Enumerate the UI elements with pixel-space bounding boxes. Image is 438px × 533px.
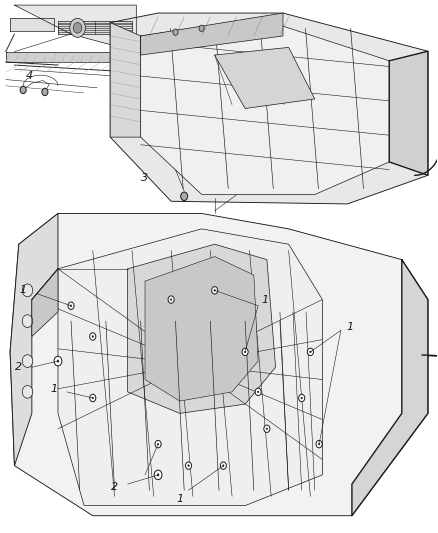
Circle shape	[42, 88, 48, 95]
Text: 1: 1	[50, 384, 57, 394]
Circle shape	[92, 336, 94, 337]
Circle shape	[90, 394, 96, 402]
Circle shape	[220, 462, 226, 470]
Circle shape	[212, 287, 218, 294]
Text: 2: 2	[111, 482, 118, 492]
Circle shape	[255, 388, 261, 395]
Circle shape	[188, 465, 189, 466]
Polygon shape	[110, 22, 141, 137]
Circle shape	[214, 289, 215, 292]
Circle shape	[199, 25, 204, 31]
Circle shape	[242, 348, 248, 356]
Polygon shape	[141, 13, 283, 55]
Circle shape	[181, 192, 187, 200]
Polygon shape	[14, 5, 136, 52]
Circle shape	[22, 385, 33, 398]
Text: 3: 3	[141, 173, 148, 183]
Circle shape	[22, 315, 33, 327]
Circle shape	[244, 351, 246, 353]
Text: 2: 2	[15, 362, 22, 372]
Circle shape	[301, 397, 303, 399]
Circle shape	[157, 443, 159, 445]
Circle shape	[258, 391, 259, 393]
Polygon shape	[6, 52, 136, 62]
Polygon shape	[215, 47, 315, 109]
Circle shape	[68, 302, 74, 310]
Circle shape	[54, 357, 62, 366]
Circle shape	[173, 29, 178, 35]
Circle shape	[310, 351, 311, 353]
Circle shape	[316, 440, 322, 448]
Circle shape	[223, 465, 224, 466]
Circle shape	[157, 474, 159, 476]
Text: 1: 1	[176, 495, 184, 504]
Polygon shape	[10, 214, 58, 466]
Circle shape	[264, 425, 270, 432]
Text: 1: 1	[346, 322, 353, 332]
Polygon shape	[110, 13, 428, 204]
Polygon shape	[352, 260, 428, 516]
Polygon shape	[10, 214, 428, 516]
Circle shape	[170, 298, 172, 301]
Circle shape	[57, 360, 59, 362]
Circle shape	[70, 18, 85, 37]
Polygon shape	[389, 51, 428, 175]
Circle shape	[70, 305, 72, 306]
Polygon shape	[58, 229, 322, 506]
Circle shape	[185, 462, 191, 470]
Polygon shape	[141, 19, 389, 195]
Circle shape	[299, 394, 305, 402]
Polygon shape	[145, 256, 258, 401]
Circle shape	[154, 470, 162, 480]
Circle shape	[22, 284, 33, 297]
Text: 4: 4	[25, 70, 32, 80]
Circle shape	[22, 355, 33, 367]
Circle shape	[90, 333, 96, 340]
Circle shape	[307, 348, 314, 356]
Polygon shape	[58, 21, 132, 34]
Polygon shape	[127, 244, 276, 414]
Text: 1: 1	[20, 285, 27, 295]
Text: 1: 1	[261, 295, 268, 304]
Circle shape	[168, 296, 174, 303]
Polygon shape	[32, 269, 58, 336]
Circle shape	[266, 428, 268, 430]
Circle shape	[73, 22, 82, 33]
Circle shape	[92, 397, 94, 399]
Circle shape	[20, 86, 26, 94]
Circle shape	[318, 443, 320, 445]
Circle shape	[155, 440, 161, 448]
Polygon shape	[10, 18, 53, 31]
